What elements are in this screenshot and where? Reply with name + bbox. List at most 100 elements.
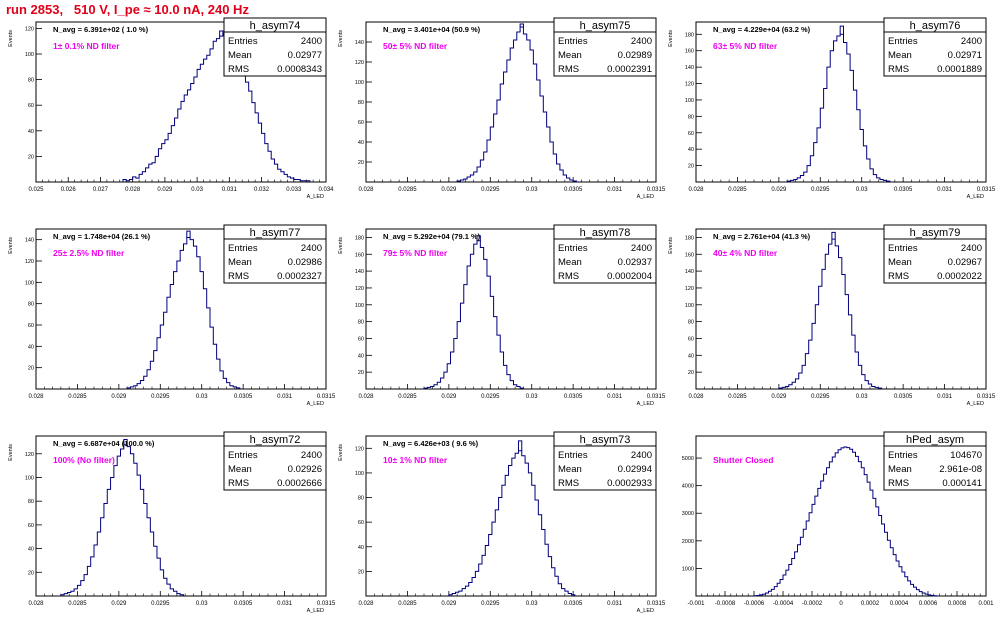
y-tick-label: 3000 [682, 511, 694, 517]
histogram-panel-hPed_asym: -0.001 -0.0008 -0.0006 -0.0004 -0.0002 0 0.000… [682, 431, 994, 607]
plot-frame [35, 228, 327, 390]
histogram-panel-h_asym78: 0.028 0.0285 0.029 0.0295 0.03 0.0305 0.031 0.0… [338, 224, 666, 407]
y-tick-label: 80 [28, 78, 34, 84]
y-tick-label: 60 [28, 523, 34, 529]
x-tick-label: 0.028 [358, 394, 374, 400]
x-tick-label: 0.029 [111, 601, 127, 607]
plot-frame [35, 435, 327, 597]
x-tick-label: 0.031 [937, 187, 953, 193]
stats-label: Entries [888, 36, 918, 47]
histogram-line [60, 443, 184, 596]
y-tick-label: 180 [685, 235, 694, 241]
y-tick-label: 120 [685, 286, 694, 292]
stats-label: Mean [558, 50, 582, 61]
stats-title: h_asym73 [580, 434, 631, 446]
x-tick-label: 0.031 [937, 394, 953, 400]
stats-box [883, 224, 987, 284]
x-tick-label: 0.0305 [564, 394, 583, 400]
y-tick-label: 20 [688, 164, 694, 170]
y-tick-label: 80 [358, 320, 364, 326]
x-tick-label: 0.0006 [919, 601, 938, 607]
x-tick-label: 0.0285 [68, 394, 87, 400]
x-tick-label: 0.0285 [398, 394, 417, 400]
y-tick-label: 100 [355, 471, 364, 477]
stats-value: 2400 [961, 243, 982, 254]
stats-value: 0.02937 [618, 257, 652, 268]
y-tick-label: 60 [358, 120, 364, 126]
y-tick-label: 40 [358, 353, 364, 359]
x-tick-label: -0.0002 [802, 601, 823, 607]
stats-value: 2400 [631, 36, 652, 47]
y-axis-label: Events [668, 30, 674, 47]
histogram-panel-h_asym77: 0.028 0.0285 0.029 0.0295 0.03 0.0305 0.031 0.0… [8, 224, 336, 407]
y-tick-label: 100 [25, 52, 34, 58]
stats-value: 0.0001889 [937, 64, 982, 75]
x-tick-label: 0.0004 [890, 601, 909, 607]
page-title: run 2853, 510 V, I_pe ≈ 10.0 nA, 240 Hz [6, 2, 249, 17]
stats-value: 0.02994 [618, 464, 652, 475]
n-avg-label: N_avg = 6.391e+02 ( 1.0 %) [53, 25, 149, 34]
stats-value: 2.961e-08 [939, 464, 982, 475]
plot-frame [695, 21, 987, 183]
histogram-spike [123, 439, 128, 445]
histogram-line [786, 33, 891, 182]
stats-value: 0.0008343 [277, 64, 322, 75]
stats-label: RMS [558, 271, 579, 282]
x-axis-label: A_LED [637, 608, 654, 614]
histogram-line [126, 237, 241, 389]
filter-annotation: 79± 5% ND filter [383, 248, 448, 258]
stats-label: Entries [558, 450, 588, 461]
y-tick-label: 20 [28, 366, 34, 372]
x-tick-label: 0.032 [254, 187, 270, 193]
y-tick-label: 20 [358, 160, 364, 166]
x-tick-label: 0.029 [441, 394, 457, 400]
y-axis-label: Events [338, 237, 344, 254]
histogram-spike [839, 25, 844, 35]
y-tick-label: 120 [25, 452, 34, 458]
y-tick-label: 20 [358, 370, 364, 376]
stats-value: 0.02967 [948, 257, 982, 268]
filter-annotation: 25± 2.5% ND filter [53, 248, 125, 258]
x-tick-label: 0.028 [358, 187, 374, 193]
stats-title: h_asym77 [250, 227, 301, 239]
stats-value: 0.0002391 [607, 64, 652, 75]
x-tick-label: 0.03 [526, 601, 538, 607]
stats-value: 2400 [631, 243, 652, 254]
x-tick-label: 0.0285 [728, 394, 747, 400]
y-tick-label: 100 [685, 303, 694, 309]
stats-title: h_asym79 [910, 227, 961, 239]
y-tick-label: 160 [355, 252, 364, 258]
y-tick-label: 80 [358, 496, 364, 502]
x-tick-label: 0.03 [526, 187, 538, 193]
stats-value: 2400 [301, 450, 322, 461]
stats-box [223, 431, 327, 491]
y-tick-label: 140 [355, 269, 364, 275]
y-tick-label: 120 [355, 286, 364, 292]
x-tick-label: 0.0305 [234, 601, 253, 607]
stats-label: Mean [888, 50, 912, 61]
stats-box [553, 17, 657, 77]
plot-frame [695, 228, 987, 390]
stats-label: Mean [558, 464, 582, 475]
x-tick-label: 0.031 [277, 601, 293, 607]
x-tick-label: 0.0315 [317, 394, 336, 400]
x-tick-label: 0.031 [607, 601, 623, 607]
y-tick-label: 120 [685, 82, 694, 88]
stats-label: Mean [558, 257, 582, 268]
histogram-line [778, 238, 883, 389]
stats-label: RMS [228, 64, 249, 75]
x-tick-label: 0.0285 [398, 601, 417, 607]
x-tick-label: 0.0315 [977, 187, 996, 193]
x-tick-label: 0.0295 [811, 187, 830, 193]
x-tick-label: 0.029 [111, 394, 127, 400]
x-tick-label: 0.029 [441, 187, 457, 193]
filter-annotation: 63± 5% ND filter [713, 41, 778, 51]
x-axis-label: A_LED [637, 401, 654, 407]
histogram-panel-h_asym73: 0.028 0.0285 0.029 0.0295 0.03 0.0305 0.031 0.0… [338, 431, 666, 614]
stats-value: 2400 [631, 450, 652, 461]
y-tick-label: 180 [355, 235, 364, 241]
n-avg-label: N_avg = 2.761e+04 (41.3 %) [713, 232, 811, 241]
y-tick-label: 140 [25, 238, 34, 244]
y-tick-label: 60 [688, 336, 694, 342]
